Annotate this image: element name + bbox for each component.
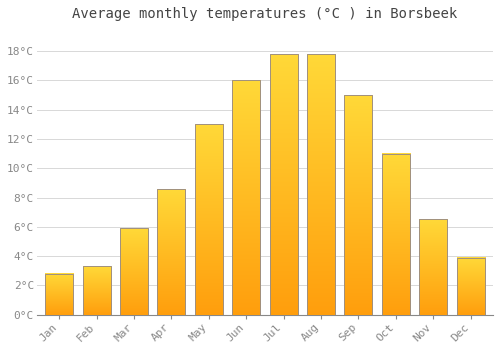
Bar xyxy=(344,95,372,315)
Bar xyxy=(419,219,447,315)
Bar xyxy=(120,228,148,315)
Bar xyxy=(195,124,223,315)
Bar xyxy=(82,266,110,315)
Title: Average monthly temperatures (°C ) in Borsbeek: Average monthly temperatures (°C ) in Bo… xyxy=(72,7,458,21)
Bar xyxy=(456,258,484,315)
Bar xyxy=(382,154,410,315)
Bar xyxy=(232,80,260,315)
Bar xyxy=(270,54,297,315)
Bar xyxy=(158,189,186,315)
Bar xyxy=(45,274,73,315)
Bar xyxy=(307,54,335,315)
